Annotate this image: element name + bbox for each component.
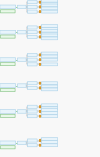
FancyBboxPatch shape: [27, 115, 37, 118]
FancyBboxPatch shape: [27, 35, 37, 38]
Circle shape: [39, 36, 41, 38]
FancyBboxPatch shape: [41, 10, 58, 13]
FancyBboxPatch shape: [17, 141, 26, 145]
FancyBboxPatch shape: [41, 58, 58, 61]
FancyBboxPatch shape: [27, 144, 37, 147]
FancyBboxPatch shape: [41, 55, 58, 58]
FancyBboxPatch shape: [41, 144, 58, 147]
FancyBboxPatch shape: [27, 82, 37, 85]
FancyBboxPatch shape: [41, 82, 58, 85]
FancyBboxPatch shape: [41, 115, 58, 118]
FancyBboxPatch shape: [27, 10, 37, 13]
FancyBboxPatch shape: [41, 85, 58, 88]
Circle shape: [39, 144, 41, 146]
FancyBboxPatch shape: [27, 1, 37, 4]
FancyBboxPatch shape: [41, 7, 58, 10]
FancyBboxPatch shape: [27, 105, 37, 108]
Circle shape: [39, 1, 41, 3]
Circle shape: [39, 115, 41, 117]
FancyBboxPatch shape: [17, 30, 26, 34]
Circle shape: [39, 10, 41, 13]
FancyBboxPatch shape: [41, 141, 58, 143]
Circle shape: [39, 54, 41, 56]
FancyBboxPatch shape: [0, 30, 16, 34]
FancyBboxPatch shape: [41, 52, 58, 55]
FancyBboxPatch shape: [17, 110, 26, 113]
FancyBboxPatch shape: [0, 58, 16, 62]
FancyBboxPatch shape: [17, 5, 26, 9]
FancyBboxPatch shape: [41, 29, 58, 32]
FancyBboxPatch shape: [0, 84, 16, 87]
FancyBboxPatch shape: [41, 34, 58, 37]
FancyBboxPatch shape: [41, 37, 58, 40]
FancyBboxPatch shape: [17, 58, 26, 61]
Circle shape: [39, 63, 41, 66]
FancyBboxPatch shape: [41, 88, 58, 91]
FancyBboxPatch shape: [0, 114, 15, 117]
Circle shape: [39, 26, 41, 29]
FancyBboxPatch shape: [41, 24, 58, 27]
Circle shape: [39, 6, 41, 8]
FancyBboxPatch shape: [41, 112, 58, 114]
FancyBboxPatch shape: [41, 138, 58, 140]
Circle shape: [39, 58, 41, 61]
FancyBboxPatch shape: [17, 84, 26, 87]
FancyBboxPatch shape: [0, 88, 15, 92]
FancyBboxPatch shape: [27, 5, 37, 8]
FancyBboxPatch shape: [27, 63, 37, 66]
FancyBboxPatch shape: [41, 32, 58, 35]
FancyBboxPatch shape: [41, 0, 58, 2]
FancyBboxPatch shape: [27, 58, 37, 61]
FancyBboxPatch shape: [41, 107, 58, 110]
FancyBboxPatch shape: [0, 5, 16, 9]
FancyBboxPatch shape: [41, 4, 58, 7]
FancyBboxPatch shape: [0, 10, 15, 13]
FancyBboxPatch shape: [27, 139, 37, 142]
FancyBboxPatch shape: [0, 146, 15, 149]
FancyBboxPatch shape: [27, 26, 37, 29]
FancyBboxPatch shape: [41, 104, 58, 107]
Circle shape: [39, 87, 41, 89]
FancyBboxPatch shape: [0, 35, 15, 38]
Circle shape: [39, 110, 41, 113]
FancyBboxPatch shape: [27, 86, 37, 89]
FancyBboxPatch shape: [41, 109, 58, 111]
Circle shape: [39, 31, 41, 33]
FancyBboxPatch shape: [0, 141, 16, 145]
FancyBboxPatch shape: [41, 2, 58, 5]
FancyBboxPatch shape: [27, 31, 37, 34]
Circle shape: [39, 139, 41, 142]
Circle shape: [39, 106, 41, 108]
FancyBboxPatch shape: [41, 27, 58, 30]
FancyBboxPatch shape: [0, 62, 15, 66]
FancyBboxPatch shape: [27, 110, 37, 113]
FancyBboxPatch shape: [27, 53, 37, 57]
FancyBboxPatch shape: [41, 63, 58, 66]
Circle shape: [39, 82, 41, 84]
FancyBboxPatch shape: [0, 110, 16, 113]
